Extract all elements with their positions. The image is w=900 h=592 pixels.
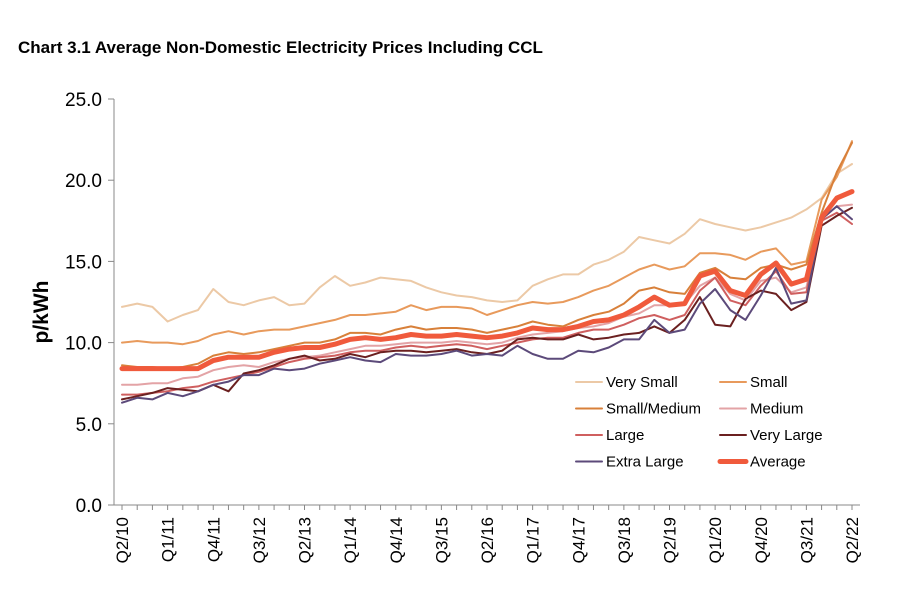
chart-title: Chart 3.1 Average Non-Domestic Electrici… [18,38,543,57]
legend-label: Very Small [606,374,678,391]
x-tick-label: Q2/16 [478,517,497,563]
series-lines [119,140,855,404]
y-tick-label: 0.0 [76,496,102,517]
legend-item: Extra Large [575,454,684,471]
legend-item: Average [717,454,806,471]
x-tick-label: Q3/12 [250,517,269,563]
legend-label: Large [606,427,644,444]
y-tick-label: 15.0 [65,252,102,273]
x-tick-label: Q4/17 [569,517,588,563]
legend-item: Medium [719,401,803,418]
series-line-very-small [121,163,853,323]
y-ticks: 0.0 5.0 10.0 15.0 20.0 25.0 [65,90,114,517]
y-tick-label: 5.0 [76,415,102,436]
series-line-small-medium [121,141,853,370]
x-tick-label: Q2/19 [661,517,680,563]
legend-item: Large [575,427,644,444]
x-tick-label: Q3/15 [432,517,451,563]
x-tick-label: Q2/13 [296,517,315,563]
x-tick-label: Q2/10 [113,517,132,563]
series-line-extra-large [121,205,853,404]
x-tick-label: Q2/22 [843,517,862,563]
legend-label: Very Large [750,427,823,444]
series-line-small [121,140,853,346]
x-tick-label: Q4/20 [752,517,771,563]
legend-item: Small/Medium [575,401,701,418]
x-tick-label: Q3/21 [797,517,816,563]
legend-item: Very Small [575,374,678,391]
x-tick-label: Q4/14 [387,517,406,563]
x-tick-label: Q1/20 [706,517,725,563]
legend: Very Small Small Small/Medium Medium Large Ve… [575,374,823,471]
legend-label: Medium [750,401,803,418]
legend-label: Small [750,374,788,391]
x-tick-label: Q1/14 [341,517,360,563]
x-tick-label: Q4/11 [204,517,223,562]
axes: 0.0 5.0 10.0 15.0 20.0 25.0 Q2/10 Q1/11 Q4/11 Q3… [65,90,862,563]
legend-item: Small [719,374,788,391]
x-tick-label: Q1/11 [159,517,178,562]
y-tick-label: 20.0 [65,171,102,192]
legend-item: Very Large [719,427,823,444]
legend-label: Small/Medium [606,401,701,418]
series-line-medium [121,203,853,386]
y-tick-label: 25.0 [65,90,102,111]
x-tick-label: Q3/18 [615,517,634,563]
legend-label: Extra Large [606,454,684,471]
legend-label: Average [750,454,806,471]
x-ticks: Q2/10 Q1/11 Q4/11 Q3/12 Q2/13 Q1/14 Q4/14 Q3/15… [113,505,862,563]
x-tick-label: Q1/17 [524,517,543,563]
y-tick-label: 10.0 [65,334,102,355]
series-line-average [119,189,855,372]
y-axis-label: p/kWh [30,281,53,344]
